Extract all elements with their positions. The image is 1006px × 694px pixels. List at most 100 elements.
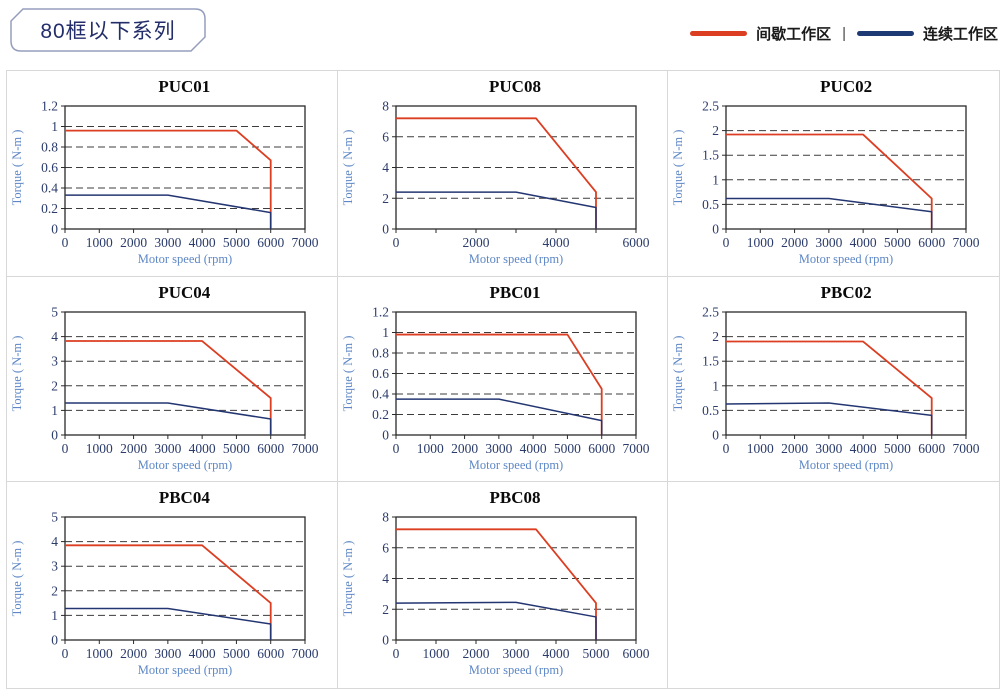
svg-text:6000: 6000 [622,646,649,661]
svg-text:0: 0 [382,222,389,237]
svg-text:0: 0 [723,441,730,456]
chart-cell-puc01: PUC01 0 0.2 0.4 0.6 0.8 1 1.2 0 1000 2000 3000 4000… [7,71,338,277]
svg-text:0: 0 [51,633,58,648]
svg-text:1000: 1000 [422,646,449,661]
svg-text:Motor speed (rpm): Motor speed (rpm) [799,458,893,472]
svg-text:4000: 4000 [519,441,546,456]
svg-text:0: 0 [723,235,730,250]
svg-text:Motor speed (rpm): Motor speed (rpm) [138,663,232,677]
svg-text:Motor speed (rpm): Motor speed (rpm) [138,458,232,472]
legend-label-continuous: 连续工作区 [922,26,998,43]
svg-text:0: 0 [713,427,720,442]
legend: 间歇工作区 | 连续工作区 [690,23,998,44]
svg-text:7000: 7000 [622,441,649,456]
svg-text:6000: 6000 [588,441,615,456]
svg-text:2: 2 [51,378,58,393]
svg-text:0: 0 [392,441,399,456]
torque-speed-chart: 0 1 2 3 4 5 0 1000 2000 3000 4000 5000 6000 7000 Motor… [10,305,319,472]
chart-cell-puc04: PUC04 0 1 2 3 4 5 0 1000 2000 3000 4000 5000 6000 700… [7,276,338,483]
torque-speed-chart: 0 0.2 0.4 0.6 0.8 1 1.2 0 1000 2000 3000 4000 5000 60… [341,305,650,472]
svg-text:1000: 1000 [747,441,774,456]
svg-text:3000: 3000 [816,441,843,456]
svg-text:2.5: 2.5 [702,99,719,114]
svg-text:3000: 3000 [154,235,181,250]
svg-text:1.2: 1.2 [372,305,389,320]
svg-text:0.5: 0.5 [702,403,719,418]
svg-text:4000: 4000 [189,235,216,250]
chart-cell-pbc04: PBC04 0 1 2 3 4 5 0 1000 2000 3000 4000 5000 6000 700… [7,482,338,688]
svg-text:2: 2 [382,191,389,206]
svg-text:3000: 3000 [154,646,181,661]
svg-text:2000: 2000 [120,235,147,250]
svg-text:5000: 5000 [223,646,250,661]
svg-text:0.2: 0.2 [372,407,389,422]
svg-text:5000: 5000 [554,441,581,456]
svg-text:6: 6 [382,129,389,144]
chart-title: PUC04 [158,282,211,302]
svg-text:6000: 6000 [919,235,946,250]
svg-text:6000: 6000 [257,235,284,250]
svg-text:0: 0 [62,441,69,456]
svg-text:0.4: 0.4 [372,386,389,401]
svg-text:0.6: 0.6 [372,366,389,381]
svg-text:1.5: 1.5 [702,353,719,368]
svg-text:0: 0 [51,427,58,442]
svg-text:2000: 2000 [462,646,489,661]
svg-text:0: 0 [713,222,720,237]
svg-text:1000: 1000 [86,646,113,661]
svg-text:0.8: 0.8 [372,345,389,360]
svg-text:3: 3 [51,353,58,368]
svg-text:4000: 4000 [850,441,877,456]
badge-border-shape [10,8,206,52]
svg-text:4000: 4000 [189,646,216,661]
torque-speed-chart: 0 2 4 6 8 0 1000 2000 3000 4000 5000 6000 Motor spee… [341,510,650,677]
svg-text:Torque ( N-m ): Torque ( N-m ) [341,541,355,617]
chart-title: PUC08 [489,77,541,96]
svg-text:1: 1 [51,608,58,623]
svg-text:Motor speed (rpm): Motor speed (rpm) [799,252,893,266]
svg-text:2000: 2000 [781,235,808,250]
svg-text:5: 5 [51,305,58,320]
svg-text:7000: 7000 [953,235,980,250]
svg-text:1.2: 1.2 [41,99,58,114]
svg-text:2000: 2000 [451,441,478,456]
page-title: 80框以下系列 [40,20,176,43]
svg-text:0.8: 0.8 [41,140,58,155]
svg-text:4: 4 [51,329,58,344]
svg-text:2: 2 [51,584,58,599]
svg-text:1000: 1000 [86,441,113,456]
chart-title: PBC08 [489,488,541,508]
svg-text:8: 8 [382,99,389,114]
charts-grid: PUC01 0 0.2 0.4 0.6 0.8 1 1.2 0 1000 2000 3000 4000… [6,70,1000,689]
svg-text:3000: 3000 [816,235,843,250]
svg-text:7000: 7000 [292,441,319,456]
svg-text:Torque ( N-m ): Torque ( N-m ) [10,541,24,617]
svg-text:7000: 7000 [292,646,319,661]
svg-text:0: 0 [392,235,399,250]
svg-text:2000: 2000 [120,646,147,661]
torque-speed-chart: 0 0.5 1 1.5 2 2.5 0 1000 2000 3000 4000 5000 6000 700… [671,305,980,472]
svg-text:0: 0 [51,222,58,237]
chart-title: PUC01 [158,77,211,96]
svg-text:5000: 5000 [223,235,250,250]
svg-text:2.5: 2.5 [702,305,719,320]
legend-separator: | [842,25,846,42]
svg-text:6000: 6000 [919,441,946,456]
svg-text:2: 2 [713,329,720,344]
chart-title: PBC04 [158,488,210,508]
svg-text:5000: 5000 [884,441,911,456]
chart-title: PBC01 [489,282,541,302]
svg-text:3000: 3000 [502,646,529,661]
svg-text:4: 4 [51,534,58,549]
svg-text:5: 5 [51,510,58,525]
intermittent-zone-line-icon [690,31,748,36]
svg-text:6000: 6000 [257,441,284,456]
svg-text:6: 6 [382,541,389,556]
svg-text:0.6: 0.6 [41,160,58,175]
svg-text:4000: 4000 [850,235,877,250]
chart-cell-pbc08: PBC08 0 2 4 6 8 0 1000 2000 3000 4000 5000 6000 Moto… [338,482,669,688]
empty-cell [668,482,999,688]
svg-text:1: 1 [51,119,58,134]
svg-text:4000: 4000 [542,235,569,250]
